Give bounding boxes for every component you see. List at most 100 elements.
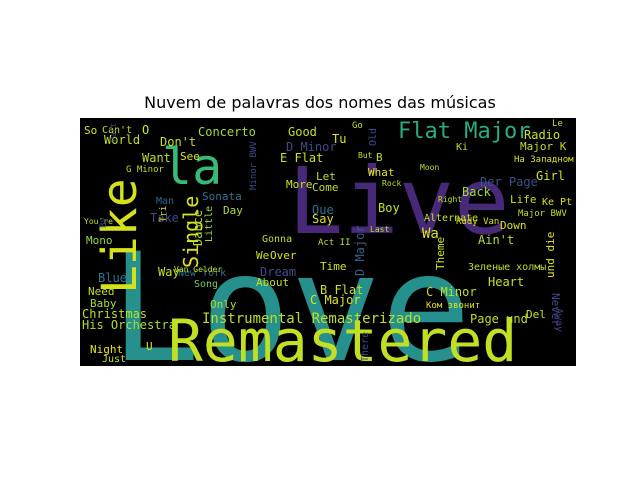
word-go: Go — [352, 121, 363, 131]
word-e-flat: E Flat — [280, 151, 323, 165]
word-page-und: Page und — [470, 312, 528, 326]
word-tu: Tu — [332, 132, 346, 146]
word-more: More — [286, 178, 313, 191]
word-dance: Dance — [191, 210, 205, 246]
word-girl: Girl — [536, 169, 565, 183]
word-word: Ком звонит — [426, 301, 480, 311]
word-g-minor: G Minor — [126, 165, 165, 175]
word-need: Need — [88, 285, 115, 298]
word-like: Like — [92, 178, 148, 294]
word-single: Single — [179, 196, 203, 268]
word-rock: Rock — [382, 179, 401, 188]
word-come: Come — [312, 181, 339, 194]
word-over: Over — [270, 249, 297, 262]
word-o: O — [142, 123, 149, 137]
word-ki: Ki — [456, 142, 468, 153]
word-new-york: New York — [178, 268, 226, 279]
word-say: Say — [312, 212, 334, 226]
word-radio: Radio — [524, 128, 560, 142]
word-theme: Theme — [434, 237, 447, 270]
word-take: Take — [150, 211, 179, 225]
word-tri: Tri — [159, 206, 169, 222]
word-flat-major: Flat Major — [398, 119, 530, 144]
word-there: There — [360, 332, 371, 362]
word-mono: Mono — [86, 234, 113, 247]
word-can-t: Can't — [102, 125, 132, 136]
word-you-re: You're — [84, 217, 113, 226]
word-le: Le — [552, 119, 563, 129]
word-man: Man — [156, 196, 174, 207]
word-la: la — [162, 138, 222, 196]
word-heart: Heart — [488, 275, 524, 289]
word-d-major: D Major — [353, 225, 367, 276]
word-concerto: Concerto — [198, 125, 256, 139]
word-major-k: Major K — [520, 140, 567, 153]
word-gonna: Gonna — [262, 234, 292, 245]
word-christmas: Christmas — [82, 307, 147, 321]
word-alternate: Alternate — [424, 213, 478, 224]
word-down: Down — [500, 219, 527, 232]
word-c-major: C Major — [310, 293, 361, 307]
word-but: But — [358, 151, 373, 160]
word-wa: Wa — [422, 226, 439, 242]
word-b: B — [376, 151, 383, 164]
word-und-die: und die — [544, 232, 557, 278]
word-que: Que — [312, 203, 334, 217]
word-word: На Западном — [514, 155, 574, 165]
word-major-bwv: Major BWV — [518, 209, 567, 219]
word-night: Night — [90, 343, 123, 356]
word-act-ii: Act II — [318, 238, 351, 248]
word-want: Want — [142, 151, 171, 165]
word-time: Time — [320, 260, 347, 273]
word-blue: Blue — [98, 271, 127, 285]
word-life: Life — [510, 193, 537, 206]
word-baby: Baby — [90, 297, 117, 310]
word-del: Del — [526, 308, 546, 321]
word-his-orchestra: His Orchestra — [82, 318, 176, 332]
chart-title: Nuvem de palavras dos nomes das músicas — [144, 93, 496, 112]
word-dream: Dream — [260, 265, 296, 279]
word-moon: Moon — [420, 163, 439, 172]
word-minor-bwv: Minor BWV — [249, 141, 259, 190]
word-der-page: Der Page — [480, 175, 538, 189]
word-about: About — [256, 276, 289, 289]
word-boy: Boy — [378, 201, 400, 215]
word-love: Love — [110, 222, 471, 366]
word-part: Part — [109, 123, 118, 142]
word-back: Back — [462, 185, 492, 199]
word-by: By — [99, 217, 109, 228]
word-way: Way — [158, 265, 180, 279]
word-ke-pt: Ke Pt — [542, 197, 572, 208]
word-so: So — [84, 124, 97, 137]
word-see: See — [180, 150, 200, 163]
word-little: Little — [204, 206, 215, 242]
word-good: Good — [288, 125, 317, 139]
word-last: Last — [370, 225, 389, 234]
word-sonata: Sonata — [202, 190, 242, 203]
word-cloud: Love Remastered Live la Like Flat Major Single… — [80, 118, 576, 366]
word-old: Old — [368, 128, 379, 146]
word-c-minor: C Minor — [426, 285, 477, 299]
word-world: World — [104, 133, 140, 147]
word-never: Never — [549, 293, 562, 326]
word-instrumental-remasterizado: Instrumental Remasterizado — [202, 311, 421, 327]
word-day: Day — [223, 204, 243, 217]
word-let: Let — [316, 170, 336, 183]
word-just: Just — [102, 354, 126, 365]
word-away: Away — [553, 308, 564, 332]
word-b-flat: B Flat — [320, 283, 363, 297]
word-u: U — [146, 340, 153, 353]
word-right: Right — [438, 195, 462, 204]
word-live: Live — [288, 148, 510, 255]
word-don-t: Don't — [160, 135, 196, 149]
word-we: We — [256, 249, 269, 262]
word-word: Зеленые холмы — [468, 262, 546, 273]
word-ain-t: Ain't — [478, 233, 514, 247]
word-remastered: Remastered — [168, 307, 517, 366]
word-d-minor: D Minor — [286, 140, 337, 154]
word-what: What — [368, 166, 395, 179]
word-van-gelder: Van Gelder — [174, 265, 222, 274]
word-only: Only — [210, 298, 237, 311]
word-rudy-van: Rudy Van — [456, 217, 499, 227]
